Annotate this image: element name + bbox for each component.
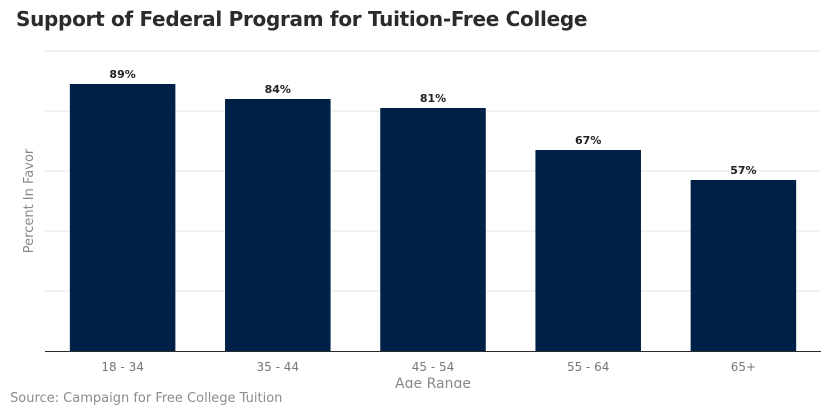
x-tick-label: 45 - 54 — [412, 360, 455, 374]
x-tick-label: 18 - 34 — [101, 360, 144, 374]
x-tick-label: 35 - 44 — [257, 360, 300, 374]
data-label: 67% — [575, 134, 601, 147]
bar-65 — [690, 180, 797, 351]
x-axis-title: Age Range — [395, 376, 471, 388]
source-note: Source: Campaign for Free College Tuitio… — [10, 391, 283, 406]
bar-chart: 89% 84% 81% 67% 57% 18 - 34 35 - 44 45 - 54 55 … — [22, 50, 821, 388]
x-tick-label: 55 - 64 — [567, 360, 610, 374]
bar-45-54 — [380, 108, 486, 351]
y-axis-title: Percent In Favor — [22, 148, 37, 253]
data-label: 57% — [730, 164, 756, 177]
bars — [69, 84, 797, 351]
data-label: 84% — [265, 83, 291, 96]
x-tick-labels: 18 - 34 35 - 44 45 - 54 55 - 64 65+ — [101, 360, 756, 374]
bar-35-44 — [225, 99, 331, 351]
data-labels: 89% 84% 81% 67% 57% — [109, 68, 756, 177]
bar-55-64 — [535, 150, 641, 351]
x-tick-label: 65+ — [731, 360, 756, 374]
data-label: 81% — [420, 92, 446, 105]
data-label: 89% — [109, 68, 135, 81]
bar-18-34 — [69, 84, 176, 351]
chart-title: Support of Federal Program for Tuition-F… — [16, 7, 588, 31]
